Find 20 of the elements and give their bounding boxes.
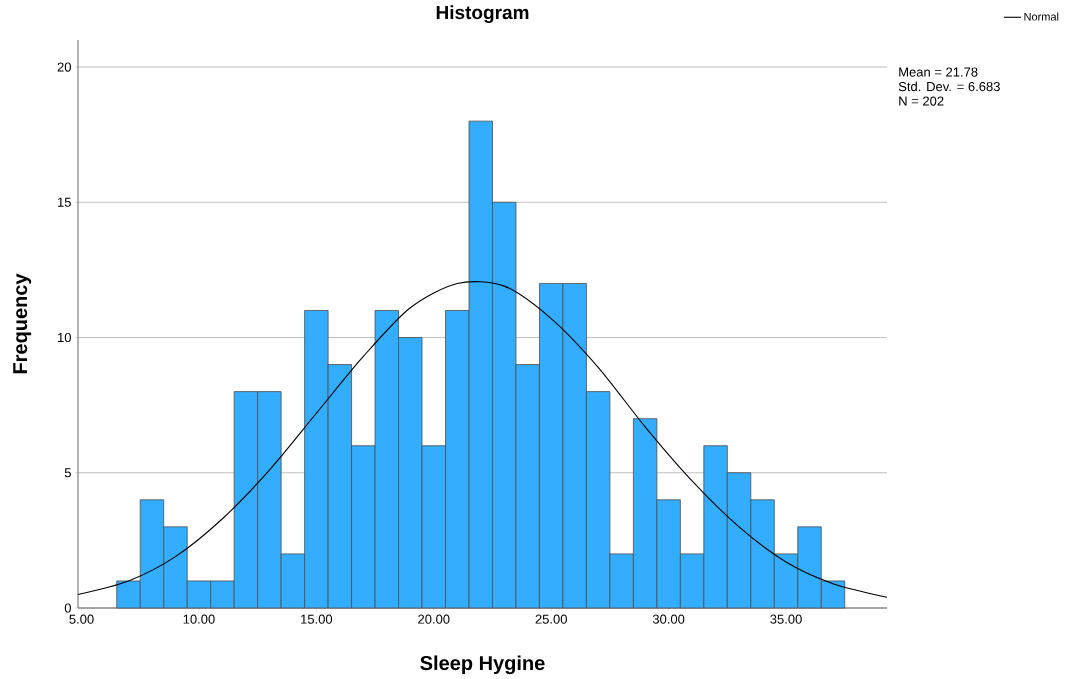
y-tick-label: 5 [64, 468, 71, 478]
y-tick-label: 20 [57, 62, 71, 72]
line-series [77, 281, 888, 598]
x-tick-label: 20.00 [418, 614, 450, 624]
x-tick-label: 35.00 [770, 614, 802, 624]
y-tick-label: 10 [58, 332, 71, 343]
x-tick-label: 5.00 [69, 614, 94, 624]
x-tick-label: 15.00 [301, 614, 333, 624]
text: Std. Dev. = 6.683 [898, 81, 1000, 92]
x-tick-label: 30.00 [652, 614, 685, 624]
chart-title: Histogram [436, 5, 529, 24]
x-tick-label: 25.00 [535, 614, 567, 624]
text: Mean = 21.78 [899, 67, 978, 77]
legend-label: Normal [1024, 12, 1059, 21]
x-axis-title: Sleep Hygine [420, 655, 545, 675]
text: N = 202 [899, 96, 944, 106]
y-tick-label: 0 [64, 603, 71, 613]
y-tick-label: 15 [58, 197, 71, 207]
x-tick-label: 10.00 [183, 614, 215, 624]
y-axis-title: Frequency [13, 273, 32, 374]
